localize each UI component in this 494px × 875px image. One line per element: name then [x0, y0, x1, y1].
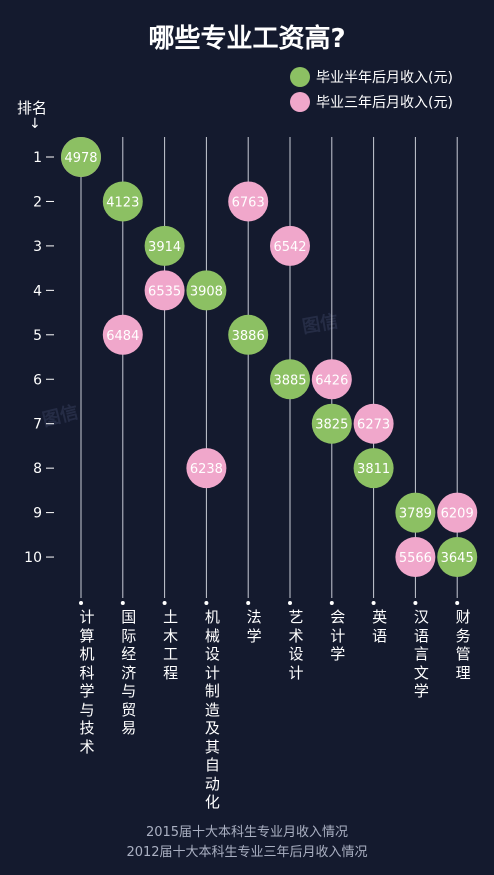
category-label: 会计学 — [330, 608, 346, 663]
point-circle — [270, 359, 310, 400]
legend-label-half-year: 毕业半年后月收入(元) — [316, 70, 453, 86]
point-value-label: 3825 — [315, 418, 348, 433]
category-line-end — [162, 601, 167, 605]
category-line-end — [371, 601, 376, 605]
legend-label-three-year: 毕业三年后月收入(元) — [316, 95, 453, 111]
category-label: 法学 — [246, 608, 262, 645]
three-year-point: 6209 — [437, 492, 478, 533]
chart-title: 哪些专业工资高? — [148, 24, 346, 54]
three-year-point: 6535 — [144, 270, 185, 311]
point-value-label: 3789 — [399, 507, 432, 522]
point-circle — [437, 492, 478, 533]
half-year-point: 3885 — [270, 359, 310, 400]
category-label: 财务管理 — [455, 608, 471, 682]
point-value-label: 6535 — [148, 284, 181, 299]
point-value-label: 3811 — [357, 462, 390, 477]
point-circle — [270, 225, 310, 266]
category-line-end — [413, 601, 418, 605]
three-year-point: 6426 — [311, 359, 352, 400]
half-year-point: 3886 — [228, 314, 269, 355]
point-circle — [311, 403, 352, 444]
category-label: 英语 — [372, 608, 388, 645]
y-axis-label: 排名 — [17, 99, 48, 117]
down-arrow-icon: ↓ — [29, 116, 41, 132]
rank-tick-label: 9 — [33, 506, 42, 522]
point-circle — [353, 403, 394, 444]
point-circle — [102, 181, 143, 222]
half-year-point: 3789 — [395, 492, 436, 533]
category-line-end — [288, 601, 292, 605]
three-year-point: 6542 — [270, 225, 310, 266]
point-value-label: 6484 — [106, 329, 139, 344]
category-label: 计算机科学与技术 — [79, 608, 95, 756]
half-year-point: 3811 — [353, 448, 394, 489]
point-value-label: 6209 — [441, 507, 474, 522]
half-year-point: 3914 — [144, 225, 185, 266]
rank-tick-label: 3 — [33, 239, 42, 255]
three-year-point: 6763 — [228, 181, 269, 222]
point-value-label: 3886 — [232, 329, 265, 344]
point-value-label: 4123 — [106, 195, 139, 210]
half-year-point: 3908 — [186, 270, 227, 311]
point-circle — [395, 492, 436, 533]
category-line-end — [120, 601, 125, 605]
rank-tick-label: 2 — [33, 194, 42, 210]
point-value-label: 3645 — [441, 551, 474, 566]
point-value-label: 6426 — [315, 373, 348, 388]
footnote-1: 2015届十大本科生专业月收入情况 — [145, 825, 349, 840]
rank-tick-label: 10 — [24, 550, 42, 566]
category-label: 汉语言文学 — [413, 608, 429, 700]
category-line-end — [79, 601, 83, 605]
point-circle — [228, 181, 269, 222]
rank-tick-label: 7 — [33, 417, 42, 433]
point-circle — [186, 448, 227, 489]
point-value-label: 5566 — [399, 551, 432, 566]
three-year-point: 5566 — [395, 537, 436, 578]
point-circle — [395, 537, 436, 578]
point-circle — [144, 270, 185, 311]
legend-pink-dot-icon — [290, 92, 310, 112]
point-value-label: 3885 — [273, 373, 306, 388]
point-circle — [61, 137, 101, 177]
three-year-point: 6273 — [353, 403, 394, 444]
legend-green-dot-icon — [290, 67, 310, 87]
point-circle — [353, 448, 394, 489]
three-year-point: 6238 — [186, 448, 227, 489]
point-circle — [228, 314, 269, 355]
legend-item-half-year: 毕业半年后月收入(元) — [290, 67, 453, 87]
half-year-point: 4978 — [61, 137, 101, 177]
half-year-point: 3825 — [311, 403, 352, 444]
legend-item-three-year: 毕业三年后月收入(元) — [290, 92, 453, 112]
half-year-point: 4123 — [102, 181, 143, 222]
category-line-end — [455, 601, 460, 605]
point-value-label: 6763 — [232, 195, 265, 210]
rank-tick-label: 6 — [33, 372, 42, 388]
point-circle — [102, 314, 143, 355]
point-value-label: 6238 — [190, 462, 223, 477]
rank-tick-label: 1 — [33, 150, 42, 166]
rank-tick-label: 8 — [33, 461, 42, 477]
category-label: 土木工程 — [163, 608, 179, 682]
category-label: 机械设计制造及其自动化 — [204, 608, 220, 811]
half-year-point: 3645 — [437, 537, 478, 578]
category-label: 艺术设计 — [288, 608, 304, 682]
category-line-end — [204, 601, 209, 605]
rank-tick-label: 5 — [33, 328, 42, 344]
point-value-label: 6273 — [357, 418, 390, 433]
category-line-end — [329, 601, 334, 605]
point-circle — [311, 359, 352, 400]
rank-tick-label: 4 — [33, 283, 42, 299]
point-circle — [437, 537, 478, 578]
point-value-label: 6542 — [273, 240, 306, 255]
point-circle — [186, 270, 227, 311]
category-label: 国际经济与贸易 — [121, 608, 137, 737]
three-year-point: 6484 — [102, 314, 143, 355]
footnote-2: 2012届十大本科生专业三年后月收入情况 — [126, 845, 368, 860]
point-value-label: 4978 — [64, 151, 97, 166]
point-value-label: 3914 — [148, 240, 181, 255]
point-value-label: 3908 — [190, 284, 223, 299]
category-line-end — [246, 601, 251, 605]
point-circle — [144, 225, 185, 266]
